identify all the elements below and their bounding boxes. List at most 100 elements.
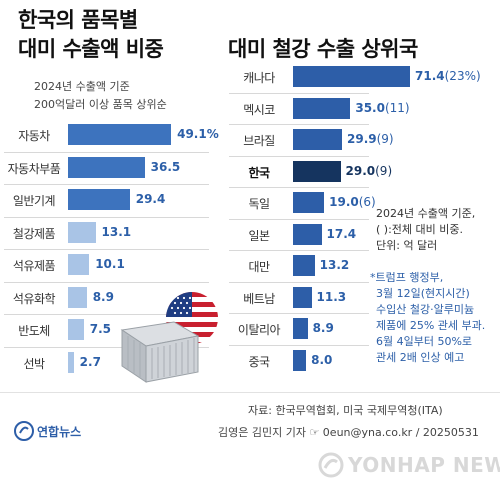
right-value-number: 8.9 [312, 321, 334, 335]
right-value-number: 35.0 [355, 100, 385, 115]
blue-note-line1: *트럼프 행정부, [370, 271, 444, 284]
watermark: YONHAP NEWS [318, 452, 500, 478]
blue-note-line2: 3월 12일(현지시간) [376, 287, 470, 300]
right-category-label: 독일 [248, 197, 270, 211]
left-category-label: 석유제품 [12, 259, 56, 273]
left-row-separator [4, 151, 209, 153]
left-bar [68, 124, 172, 145]
source-text: 자료: 한국무역협회, 미국 국제무역청(ITA) [248, 404, 443, 417]
note-line3: 단위: 억 달러 [376, 239, 438, 252]
right-bar [293, 349, 307, 371]
left-value-label: 49.1% [177, 127, 219, 141]
watermark-text: YONHAP NEWS [348, 453, 500, 477]
right-row-separator [229, 187, 369, 188]
credit-text: 김영은 김민지 기자 ☞ 0eun@yna.co.kr / 20250531 [218, 426, 479, 439]
right-bar [293, 318, 308, 339]
right-value-number: 19.0 [329, 195, 359, 209]
right-category-label: 한국 [248, 165, 270, 180]
right-value-label: 29.0(9) [346, 164, 393, 178]
right-value-number: 8.0 [311, 352, 333, 367]
left-value-label: 2.7 [79, 354, 101, 369]
right-value-number: 17.4 [326, 226, 357, 241]
right-value-label: 19.0(6) [329, 195, 376, 209]
right-value-label: 29.9(9) [347, 132, 394, 146]
right-category-label: 대만 [248, 260, 270, 274]
left-row-separator [4, 184, 209, 185]
left-subtitle-line1: 2024년 수출액 기준 [34, 80, 130, 93]
left-category-label: 자동차 [18, 129, 50, 143]
yonhap-logo: 연합뉴스 [14, 421, 81, 441]
yonhap-logo-icon [14, 421, 34, 441]
right-row-separator [229, 250, 369, 251]
left-value-label: 36.5 [150, 159, 181, 174]
right-title: 대미 철강 수출 상위국 [228, 37, 418, 61]
right-row-separator [229, 344, 369, 346]
right-bar [293, 97, 351, 119]
note-line2: ( ):전체 대비 비중. [376, 223, 463, 236]
right-row-separator [229, 92, 369, 94]
right-row-separator [229, 281, 369, 283]
right-share-label: (23%) [444, 69, 481, 83]
left-value-label: 13.1 [101, 224, 132, 239]
right-row-separator [229, 218, 369, 220]
right-value-label: 8.0 [311, 353, 332, 367]
right-value-label: 8.9 [313, 321, 334, 335]
left-row-separator [4, 346, 209, 348]
right-value-label: 71.4(23%) [415, 69, 481, 83]
left-bar [68, 254, 90, 275]
left-title-line1: 한국의 품목별 [18, 8, 138, 32]
left-value-label: 8.9 [92, 289, 114, 304]
right-category-label: 캐나다 [243, 71, 275, 85]
watermark-logo-icon [318, 452, 344, 478]
left-bar-chart: 자동차 49.1% 자동차부품 36.5 일반기계 29.4 철강제품 13.1 석유제품 10.… [0, 124, 225, 384]
left-bar [68, 156, 145, 178]
left-category-label: 석유화학 [12, 291, 56, 306]
left-bar [68, 319, 84, 340]
left-category-label: 일반기계 [12, 194, 56, 208]
right-category-label: 브라질 [243, 134, 275, 148]
right-value-label: 11.3 [317, 290, 347, 304]
container-flag-illustration [120, 292, 218, 383]
right-bar [293, 286, 312, 308]
right-value-label: 13.2 [320, 258, 350, 272]
right-value-number: 29.9 [347, 132, 377, 146]
right-category-label: 베트남 [243, 291, 275, 306]
left-category-label: 자동차부품 [7, 161, 61, 176]
right-bar [293, 129, 342, 150]
left-category-label: 철강제품 [12, 226, 56, 241]
blue-note-line4: 제품에 25% 관세 부과. [376, 319, 486, 332]
right-category-label: 멕시코 [243, 102, 275, 117]
left-bar [68, 189, 130, 210]
blue-note-line6: 관세 2배 인상 예고 [376, 351, 465, 364]
left-value-label: 29.4 [135, 192, 166, 206]
left-row-separator [4, 314, 209, 315]
right-row-separator [229, 124, 369, 125]
right-bar [293, 223, 322, 245]
left-category-label: 반도체 [18, 324, 50, 338]
left-value-label: 7.5 [89, 322, 112, 336]
right-bar-chart: 캐나다 71.4(23%) 멕시코 35.0(11) 브라질 29.9(9) 한국 29.0(… [225, 66, 500, 386]
right-bar [293, 160, 341, 182]
right-bar [293, 255, 315, 276]
right-share-label: (11) [384, 100, 410, 115]
left-title-line2: 대미 수출액 비중 [18, 37, 164, 61]
left-value-label: 10.1 [95, 257, 125, 271]
left-bar [68, 221, 96, 243]
left-bar [68, 351, 74, 373]
right-category-label: 일본 [248, 228, 270, 243]
right-bar [293, 66, 411, 87]
right-category-label: 이탈리아 [237, 323, 281, 337]
blue-note-line3: 수입산 철강·알루미늄 [376, 303, 475, 316]
left-bar [68, 286, 87, 308]
left-row-separator [4, 281, 209, 283]
right-row-separator [229, 155, 369, 157]
right-value-number: 29.0 [345, 163, 376, 178]
right-bar [293, 192, 325, 213]
right-value-number: 11.3 [316, 289, 347, 304]
right-share-label: (6) [358, 195, 376, 209]
right-notes: 2024년 수출액 기준, ( ):전체 대비 비중. 단위: 억 달러 [376, 206, 475, 254]
right-category-label: 중국 [248, 354, 270, 369]
right-value-number: 71.4 [415, 69, 445, 83]
footer-divider [0, 392, 500, 393]
right-value-label: 35.0(11) [355, 101, 409, 115]
